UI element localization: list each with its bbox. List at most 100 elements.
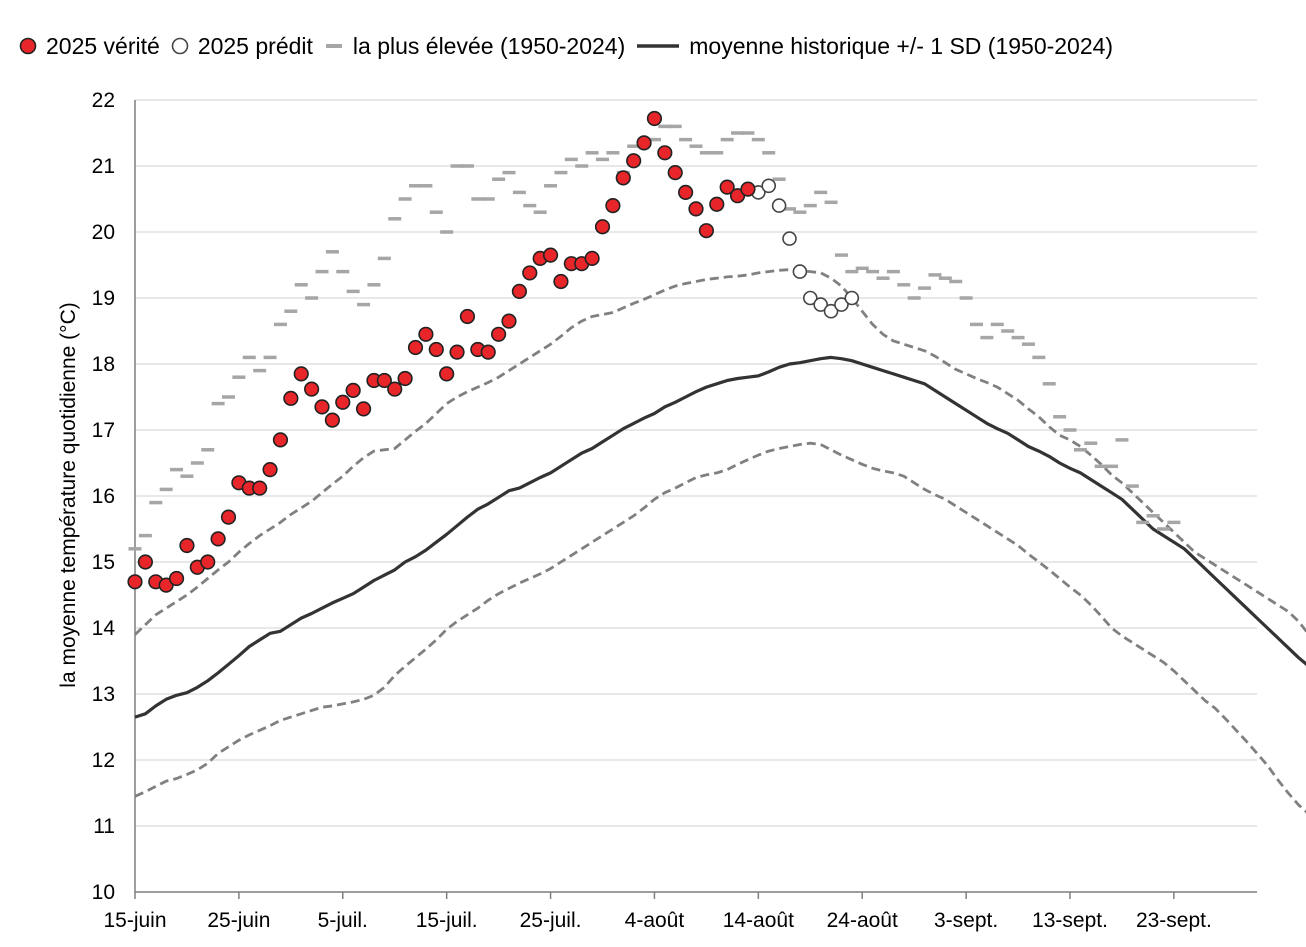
- legend-item-mean: moyenne historique +/- 1 SD (1950-2024): [635, 33, 1113, 60]
- y-tick-label: 22: [92, 89, 115, 112]
- legend-item-predicted: 2025 prédit: [170, 33, 313, 60]
- truth-point: [355, 401, 372, 417]
- y-tick-label: 18: [92, 353, 115, 376]
- series-points: [127, 110, 860, 593]
- truth-point: [168, 570, 185, 587]
- y-tick-label: 14: [92, 617, 116, 640]
- truth-point: [605, 198, 621, 214]
- truth-point: [200, 554, 216, 570]
- legend-item-truth: 2025 vérité: [18, 33, 160, 60]
- y-tick-label: 13: [92, 683, 115, 706]
- chart-legend: 2025 vérité 2025 prédit la plus élevée (…: [18, 28, 1123, 64]
- truth-point: [127, 574, 143, 590]
- truth-point: [179, 537, 195, 554]
- axes: [134, 100, 1257, 899]
- gridlines: [135, 99, 1257, 827]
- truth-point: [646, 110, 663, 127]
- x-tick-label: 4-août: [625, 909, 685, 932]
- truth-point: [439, 366, 455, 382]
- legend-item-highest: la plus élevée (1950-2024): [323, 33, 625, 60]
- legend-label-highest: la plus élevée (1950-2024): [352, 32, 626, 59]
- legend-label-truth: 2025 vérité: [46, 32, 160, 59]
- y-tick-label: 20: [92, 221, 115, 244]
- predicted-point: [844, 290, 860, 306]
- x-tick-label: 25-juil.: [520, 909, 582, 932]
- series-highest: [128, 124, 1181, 551]
- series-lines: [134, 268, 1306, 814]
- predicted-point: [782, 231, 797, 246]
- truth-point: [522, 265, 538, 281]
- truth-point: [667, 165, 683, 181]
- y-tick-label: 12: [92, 749, 115, 772]
- truth-point: [418, 326, 434, 342]
- truth-point: [324, 412, 340, 428]
- y-tick-label: 19: [92, 287, 115, 310]
- truth-point: [220, 509, 237, 525]
- y-tick-label: 11: [93, 815, 115, 838]
- truth-point: [594, 219, 611, 235]
- truth-point: [626, 153, 642, 169]
- truth-point: [293, 366, 309, 382]
- y-axis-title: la moyenne température quotidienne (°C): [57, 302, 80, 687]
- truth-point: [459, 308, 476, 325]
- y-tick-label: 16: [92, 485, 115, 508]
- truth-point: [698, 223, 714, 239]
- predicted-point: [813, 297, 828, 312]
- truth-point: [542, 247, 559, 263]
- truth-point: [137, 554, 153, 570]
- truth-point: [262, 462, 278, 478]
- truth-point: [501, 313, 517, 329]
- truth-point: [252, 480, 268, 496]
- x-tick-label: 13-sept.: [1032, 909, 1108, 932]
- x-tick-label: 14-août: [723, 909, 794, 932]
- legend-marker-gray-dash: [325, 44, 342, 48]
- truth-point: [283, 390, 299, 406]
- truth-point: [636, 135, 652, 151]
- truth-point: [740, 181, 756, 197]
- truth-point: [376, 372, 392, 389]
- truth-point: [719, 179, 735, 195]
- predicted-point: [771, 198, 787, 213]
- predicted-point: [802, 290, 818, 306]
- legend-marker-open-circle: [171, 37, 189, 55]
- y-tick-label: 10: [92, 881, 115, 904]
- y-tick-labels: 10 11 12 13 14 15 16 17 18 19 20 21 22: [92, 89, 116, 904]
- mean-line: [134, 355, 1306, 719]
- truth-point: [335, 394, 351, 410]
- truth-point: [511, 283, 527, 300]
- x-tick-label: 15-juil.: [416, 909, 478, 932]
- truth-point: [407, 339, 424, 356]
- truth-point: [397, 370, 413, 387]
- truth-point: [688, 201, 704, 217]
- truth-point: [449, 344, 465, 360]
- y-tick-label: 21: [92, 155, 115, 178]
- truth-point: [657, 145, 673, 161]
- truth-point: [480, 344, 496, 360]
- x-tick-label: 25-juin: [207, 909, 270, 932]
- x-tick-label: 3-sept.: [934, 909, 998, 932]
- predicted-point: [823, 303, 839, 319]
- truth-point: [387, 381, 403, 397]
- truth-point: [678, 184, 694, 200]
- truth-point: [345, 382, 361, 399]
- predicted-point: [834, 297, 849, 312]
- truth-point: [314, 399, 330, 415]
- truth-point: [304, 381, 320, 397]
- x-tick-label: 5-juil.: [318, 909, 368, 932]
- truth-point: [709, 196, 725, 212]
- legend-label-predicted: 2025 prédit: [197, 32, 313, 59]
- truth-point: [210, 531, 226, 547]
- legend-marker-filled-circle: [19, 37, 37, 55]
- truth-point: [615, 170, 631, 186]
- truth-point: [428, 341, 444, 358]
- predicted-point: [761, 178, 777, 194]
- sd-lower-line: [134, 441, 1306, 814]
- legend-marker-dark-line: [637, 44, 680, 48]
- sd-upper-line: [134, 268, 1306, 636]
- truth-point: [491, 326, 507, 342]
- truth-point: [553, 273, 569, 290]
- truth-point: [272, 432, 289, 448]
- legend-label-mean: moyenne historique +/- 1 SD (1950-2024): [689, 32, 1114, 59]
- x-tick-label: 23-sept.: [1136, 909, 1212, 932]
